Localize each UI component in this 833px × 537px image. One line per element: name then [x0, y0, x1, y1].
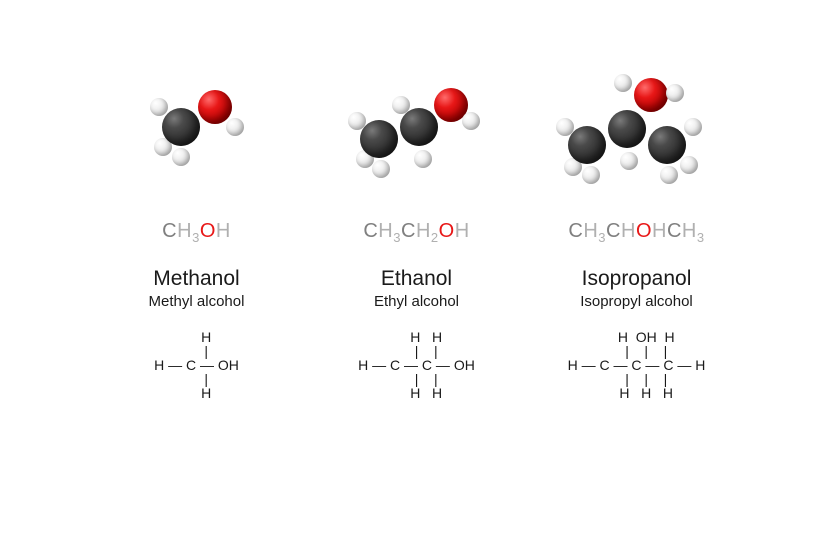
ethanol-3d-model	[322, 60, 512, 190]
methanol-structural-formula: H | H — C — OH | H	[154, 330, 239, 400]
oxygen-atom	[634, 78, 668, 112]
molecule-ethanol: CH3CH2OH Ethanol Ethyl alcohol H H | | H —…	[322, 60, 512, 400]
molecules-row: CH3OH Methanol Methyl alcohol H | H — C — …	[0, 0, 833, 400]
isopropanol-formula: CH3CHOHCH3	[568, 220, 704, 245]
ethanol-formula: CH3CH2OH	[363, 220, 469, 245]
hydrogen-atom	[226, 118, 244, 136]
methanol-formula: CH3OH	[162, 220, 231, 245]
carbon-atom	[400, 108, 438, 146]
hydrogen-atom	[620, 152, 638, 170]
oxygen-atom	[198, 90, 232, 124]
carbon-atom	[648, 126, 686, 164]
methanol-3d-model	[102, 60, 292, 190]
ethanol-name: Ethanol	[381, 267, 452, 291]
carbon-atom	[360, 120, 398, 158]
isopropanol-subname: Isopropyl alcohol	[580, 293, 693, 310]
hydrogen-atom	[462, 112, 480, 130]
hydrogen-atom	[614, 74, 632, 92]
methanol-subname: Methyl alcohol	[149, 293, 245, 310]
hydrogen-atom	[680, 156, 698, 174]
hydrogen-atom	[172, 148, 190, 166]
methanol-name: Methanol	[153, 267, 239, 291]
molecule-isopropanol: CH3CHOHCH3 Isopropanol Isopropyl alcohol H…	[542, 60, 732, 400]
isopropanol-name: Isopropanol	[582, 267, 692, 291]
hydrogen-atom	[666, 84, 684, 102]
carbon-atom	[162, 108, 200, 146]
ethanol-subname: Ethyl alcohol	[374, 293, 459, 310]
molecule-methanol: CH3OH Methanol Methyl alcohol H | H — C — …	[102, 60, 292, 400]
hydrogen-atom	[414, 150, 432, 168]
carbon-atom	[608, 110, 646, 148]
ethanol-structural-formula: H H | | H — C — C — OH | | H H	[358, 330, 475, 400]
isopropanol-structural-formula: H OH H | | | H — C — C — C — H | | | H H…	[568, 330, 706, 400]
hydrogen-atom	[582, 166, 600, 184]
hydrogen-atom	[684, 118, 702, 136]
carbon-atom	[568, 126, 606, 164]
isopropanol-3d-model	[542, 60, 732, 190]
hydrogen-atom	[372, 160, 390, 178]
hydrogen-atom	[150, 98, 168, 116]
hydrogen-atom	[660, 166, 678, 184]
